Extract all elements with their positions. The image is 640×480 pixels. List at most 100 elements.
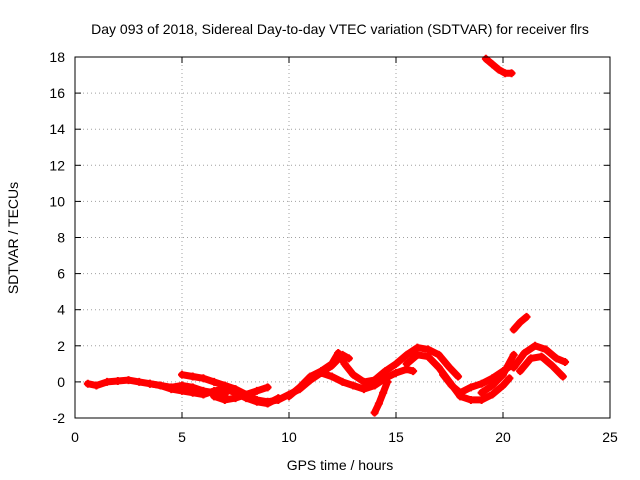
series-trace-7: [371, 378, 391, 417]
data-point: [434, 363, 443, 372]
data-point: [445, 363, 454, 372]
data-point: [447, 381, 456, 390]
x-tick-label: 5: [178, 429, 186, 445]
data-point: [505, 374, 514, 383]
data-point: [477, 379, 486, 388]
data-point: [231, 394, 240, 403]
data-point: [520, 349, 529, 358]
data-point: [402, 359, 411, 368]
data-point: [381, 367, 390, 376]
x-tick-label: 10: [281, 429, 297, 445]
data-point: [167, 385, 176, 394]
data-point: [488, 390, 497, 399]
data-point: [210, 377, 219, 386]
grid-lines: [75, 57, 610, 418]
data-point: [124, 376, 133, 385]
data-point: [274, 395, 283, 404]
data-point: [466, 395, 475, 404]
data-point: [340, 359, 349, 368]
series-trace-6: [317, 365, 417, 393]
data-point: [317, 368, 326, 377]
data-point: [477, 388, 486, 397]
y-tick-label: 4: [57, 302, 65, 318]
data-point: [402, 350, 411, 359]
data-point: [552, 354, 561, 363]
y-tick-label: 8: [57, 230, 65, 246]
data-point: [199, 390, 208, 399]
data-point: [509, 350, 518, 359]
data-point: [178, 386, 186, 395]
data-point: [327, 359, 336, 368]
data-point: [392, 359, 400, 368]
data-point: [220, 381, 229, 390]
data-point: [285, 392, 293, 401]
axis-ticks: 0 5 10 15 20 25 -2 0 2 4 6 8 10 12 14 16 18: [49, 49, 618, 445]
data-point: [263, 397, 272, 406]
data-point: [548, 361, 557, 370]
data-point: [220, 395, 229, 404]
x-tick-label: 25: [602, 429, 618, 445]
data-point: [188, 372, 197, 381]
data-point: [509, 363, 518, 372]
data-point: [488, 60, 497, 69]
data-point: [349, 370, 358, 379]
y-tick-label: 16: [49, 85, 65, 101]
data-point: [210, 392, 219, 401]
data-point: [344, 354, 353, 363]
y-tick-label: 12: [49, 157, 65, 173]
x-axis-label: GPS time / hours: [287, 457, 394, 473]
data-point: [92, 381, 101, 390]
chart-title: Day 093 of 2018, Sidereal Day-to-day VTE…: [91, 21, 589, 37]
data-point: [334, 349, 343, 358]
y-tick-label: 0: [57, 374, 65, 390]
data-point: [509, 325, 518, 334]
data-point: [561, 358, 570, 367]
data-point: [145, 379, 154, 388]
y-axis-label: SDTVAR / TECUs: [5, 182, 21, 294]
data-point: [456, 388, 465, 397]
data-point: [113, 376, 122, 385]
data-point: [454, 372, 463, 381]
data-point: [558, 372, 567, 381]
data-point: [541, 345, 550, 354]
data-point: [188, 388, 197, 397]
x-tick-label: 15: [388, 429, 404, 445]
data-point: [379, 388, 388, 397]
data-point: [481, 54, 490, 63]
data-point: [499, 381, 507, 390]
y-tick-label: 2: [57, 338, 65, 354]
data-point: [349, 381, 358, 390]
data-point: [434, 350, 443, 359]
data-point: [383, 377, 392, 386]
data-point: [507, 69, 516, 78]
data-series: [83, 54, 570, 417]
data-point: [231, 385, 240, 394]
y-tick-label: 18: [49, 49, 65, 65]
data-point: [477, 395, 486, 404]
data-point: [242, 390, 251, 399]
data-point: [499, 370, 507, 379]
data-point: [338, 377, 347, 386]
data-point: [263, 383, 272, 392]
y-tick-label: 6: [57, 266, 65, 282]
data-point: [424, 352, 433, 361]
data-point: [252, 395, 261, 404]
data-point: [466, 383, 475, 392]
data-point: [295, 383, 304, 392]
data-point: [359, 385, 368, 394]
data-point: [522, 312, 531, 321]
data-point: [439, 370, 448, 379]
data-point: [135, 377, 144, 386]
x-tick-label: 20: [495, 429, 511, 445]
data-point: [83, 379, 92, 388]
data-point: [526, 354, 535, 363]
data-point: [359, 377, 368, 386]
data-point: [370, 408, 379, 417]
data-point: [178, 370, 186, 379]
data-point: [424, 345, 433, 354]
data-point: [392, 368, 400, 377]
data-point: [374, 399, 383, 408]
data-point: [413, 350, 422, 359]
